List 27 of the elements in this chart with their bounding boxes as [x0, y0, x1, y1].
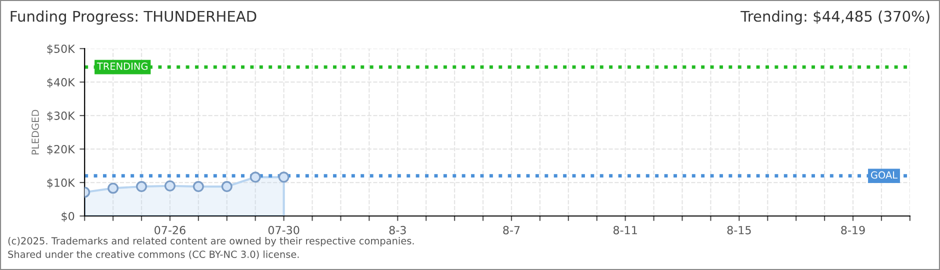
point [250, 172, 261, 183]
y-tick-label: $40K [47, 78, 76, 88]
x-tick-label: 07-30 [268, 226, 300, 234]
point [192, 181, 204, 192]
chart-subtitle: Trending: $44,485 (370%) [740, 10, 930, 25]
y-axis-title: PLEDGED [32, 110, 39, 154]
ref-line-label: GOAL [871, 171, 898, 179]
y-tick-label: $20K [47, 144, 76, 155]
x-tick-label: 07-26 [154, 226, 186, 234]
x-tick-label: 8-15 [727, 226, 751, 234]
point [164, 180, 176, 192]
x-tick-label: 8-3 [389, 226, 406, 234]
y-tick-label: $30K [47, 111, 76, 122]
point [136, 181, 148, 192]
ref-line-label: TRENDING [96, 62, 148, 70]
x-tick-label: 8-19 [841, 226, 865, 234]
y-tick-label: $50K [47, 44, 76, 54]
point [221, 181, 232, 192]
y-tick-label: $10K [47, 178, 76, 188]
point [108, 182, 119, 194]
text: Shared under the creative commons (CC BY-NC 3.0) license. [8, 250, 299, 260]
chart-title: Funding Progress: THUNDERHEAD [10, 10, 256, 25]
x-tick-label: 8-11 [613, 226, 637, 234]
point [278, 172, 290, 183]
y-tick-label: $0 [62, 212, 74, 222]
x-tick-label: 8-7 [503, 226, 520, 234]
text: (c)2025. Trademarks and related content are owned by their respective companies. [8, 236, 414, 246]
